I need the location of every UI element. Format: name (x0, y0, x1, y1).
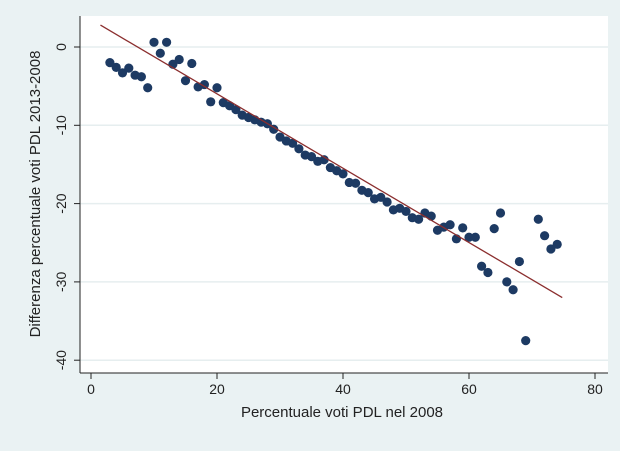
data-point (363, 188, 373, 198)
data-point (540, 231, 550, 241)
data-point (187, 58, 197, 69)
data-point (414, 214, 424, 224)
fit-line (100, 24, 563, 299)
data-point (155, 48, 165, 58)
x-axis-label: Percentuale voti PDL nel 2008 (241, 404, 443, 421)
data-point (162, 37, 172, 47)
y-tick-label: -10 (53, 115, 69, 135)
y-tick-label: 0 (53, 43, 69, 51)
x-tick-label: 80 (587, 381, 603, 397)
y-tick-label: -30 (53, 272, 69, 292)
data-point (136, 72, 146, 82)
x-tick-label: 40 (335, 381, 351, 397)
data-point (508, 285, 518, 295)
x-tick-label: 20 (209, 381, 225, 397)
data-point (319, 155, 329, 165)
data-point (174, 54, 184, 65)
y-tick-label: -20 (53, 193, 69, 213)
data-point (376, 192, 386, 202)
data-point (470, 232, 480, 242)
data-point (552, 239, 562, 249)
plot-area (80, 16, 608, 373)
x-tick-label: 0 (87, 381, 95, 397)
data-point (143, 83, 153, 93)
data-point (212, 83, 222, 93)
data-point (464, 232, 474, 242)
data-point (521, 336, 531, 346)
data-point (288, 138, 298, 148)
data-point (105, 58, 115, 68)
data-point (180, 76, 191, 86)
data-point (351, 178, 361, 188)
data-point (514, 256, 525, 267)
data-point (269, 124, 279, 134)
x-tick-label: 60 (461, 381, 477, 397)
data-point (338, 169, 348, 179)
data-point (495, 208, 506, 218)
y-tick-label: -40 (53, 350, 69, 370)
data-point (199, 79, 209, 90)
data-point (426, 211, 436, 221)
data-point (149, 37, 159, 47)
data-point (489, 224, 499, 234)
data-point (483, 267, 493, 278)
data-point (117, 68, 128, 78)
data-point (231, 105, 241, 115)
data-point (445, 220, 455, 230)
data-point (458, 223, 468, 233)
data-point (533, 214, 543, 224)
data-point (382, 197, 392, 207)
data-point (294, 144, 304, 154)
data-point (502, 277, 512, 287)
y-axis-label: Differenza percentuale voti PDL 2013-200… (27, 51, 44, 338)
data-point (124, 63, 134, 73)
data-point (206, 97, 216, 107)
data-point (401, 206, 411, 217)
data-point (477, 261, 487, 271)
data-point (306, 152, 317, 162)
data-point (546, 244, 556, 254)
data-point (111, 62, 121, 72)
